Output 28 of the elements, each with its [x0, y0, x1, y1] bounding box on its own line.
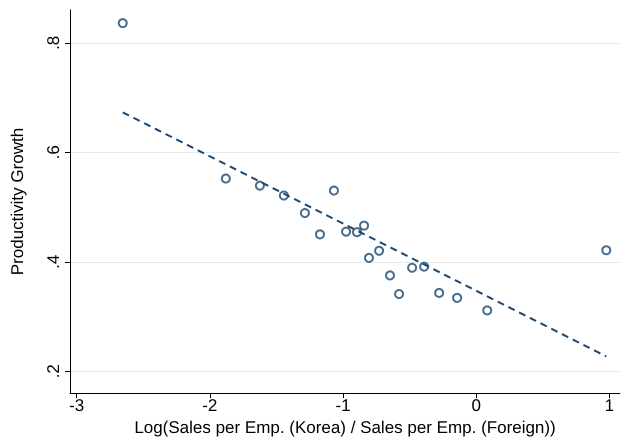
x-tick-label: 1	[604, 396, 614, 416]
point	[407, 262, 418, 273]
x-tick-label: -2	[202, 396, 218, 416]
y-axis-title: Productivity Growth	[8, 128, 27, 276]
point	[452, 292, 462, 303]
y-tick-label: .2	[44, 364, 63, 378]
point	[385, 270, 396, 280]
x-tick-label: -1	[335, 396, 351, 416]
point	[374, 246, 384, 256]
point	[482, 305, 492, 316]
point	[364, 252, 374, 263]
y-tick-label: .6	[44, 145, 63, 160]
point	[434, 288, 444, 298]
point	[220, 174, 231, 184]
point	[359, 220, 370, 231]
point	[394, 289, 404, 300]
point	[314, 229, 325, 240]
y-tick-label: .8	[44, 36, 63, 50]
point	[328, 186, 339, 196]
point	[341, 226, 352, 237]
x-axis-title: Log(Sales per Emp. (Korea) / Sales per Emp. (Foreign))	[134, 418, 556, 437]
point	[254, 180, 265, 191]
y-tick-label: .4	[44, 254, 63, 269]
x-tick-label: 0	[471, 396, 481, 416]
point	[300, 208, 310, 218]
point	[601, 245, 612, 256]
point	[118, 18, 128, 28]
x-tick-label: -3	[69, 396, 84, 416]
